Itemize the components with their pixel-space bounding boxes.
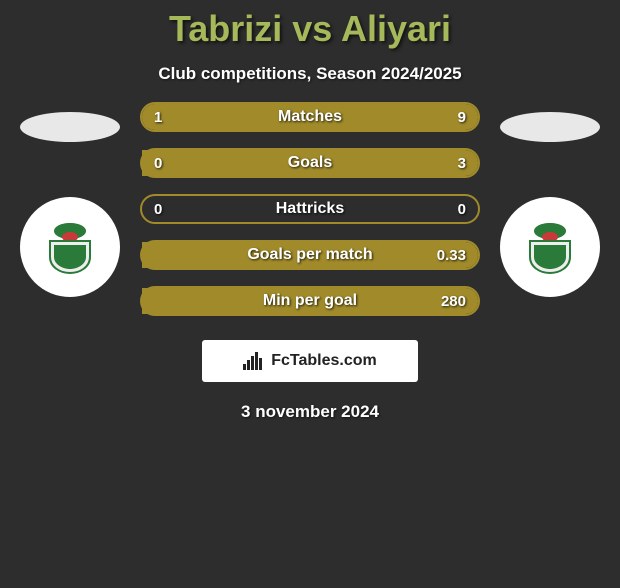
right-player-col — [500, 112, 600, 297]
stat-label: Hattricks — [276, 200, 344, 218]
stat-value-right: 280 — [441, 293, 466, 310]
source-badge[interactable]: FcTables.com — [202, 340, 418, 382]
left-player-photo — [20, 112, 120, 142]
stat-bar: Min per goal 280 — [140, 286, 480, 316]
date-label: 3 november 2024 — [10, 402, 610, 422]
stat-bar: 0 Hattricks 0 — [140, 194, 480, 224]
stat-value-right: 0.33 — [437, 247, 466, 264]
stat-fill-right — [209, 104, 478, 130]
club-logo-icon — [40, 217, 100, 277]
comparison-row: 1Matches90Goals30Hattricks0Goals per mat… — [10, 112, 610, 316]
stat-label: Goals — [288, 154, 332, 172]
left-player-col — [20, 112, 120, 297]
stat-bar: Goals per match 0.33 — [140, 240, 480, 270]
source-text: FcTables.com — [271, 352, 377, 370]
stat-value-left: 0 — [154, 155, 162, 172]
stat-label: Goals per match — [247, 246, 372, 264]
stat-label: Min per goal — [263, 292, 357, 310]
subtitle: Club competitions, Season 2024/2025 — [10, 64, 610, 84]
page-title: Tabrizi vs Aliyari — [10, 8, 610, 50]
chart-icon — [243, 352, 265, 370]
club-logo-icon — [520, 217, 580, 277]
right-player-photo — [500, 112, 600, 142]
stats-column: 1 Matches 9 0 Goals 3 0 Hattricks 0 Goals per mat… — [140, 102, 480, 316]
left-club-badge — [20, 197, 120, 297]
stat-value-right: 3 — [458, 155, 466, 172]
stat-fill-left — [142, 104, 209, 130]
stat-label: Matches — [278, 108, 342, 126]
stat-value-left: 0 — [154, 201, 162, 218]
stat-bar: 1 Matches 9 — [140, 102, 480, 132]
stat-value-right: 0 — [458, 201, 466, 218]
stat-value-left: 1 — [154, 109, 162, 126]
right-club-badge — [500, 197, 600, 297]
stat-value-right: 9 — [458, 109, 466, 126]
stat-bar: 0 Goals 3 — [140, 148, 480, 178]
